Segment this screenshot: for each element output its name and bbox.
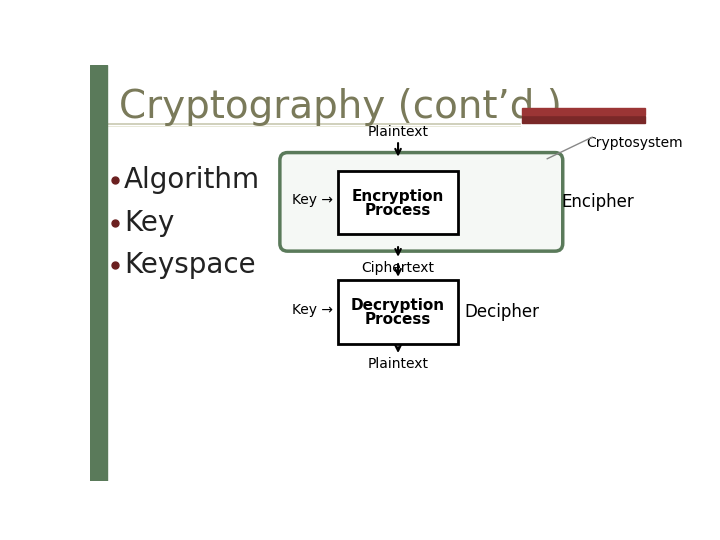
Bar xyxy=(338,171,458,234)
Text: Key →: Key → xyxy=(292,303,333,318)
Text: Plaintext: Plaintext xyxy=(368,357,428,372)
Text: Process: Process xyxy=(365,312,431,327)
Bar xyxy=(523,116,645,123)
Text: Cryptography (cont’d.): Cryptography (cont’d.) xyxy=(120,88,562,126)
Text: Keyspace: Keyspace xyxy=(124,251,256,279)
Text: Key: Key xyxy=(124,208,174,237)
Text: Process: Process xyxy=(365,203,431,218)
Text: Encipher: Encipher xyxy=(561,193,634,211)
Text: Key →: Key → xyxy=(292,193,333,207)
Text: Decipher: Decipher xyxy=(464,303,539,321)
FancyBboxPatch shape xyxy=(280,153,563,251)
Text: Algorithm: Algorithm xyxy=(124,166,260,194)
Bar xyxy=(90,65,107,481)
Text: Encryption: Encryption xyxy=(352,189,444,204)
Text: Cryptosystem: Cryptosystem xyxy=(586,136,683,150)
Text: Plaintext: Plaintext xyxy=(368,125,428,139)
Bar xyxy=(523,108,645,115)
Text: Decryption: Decryption xyxy=(351,298,445,313)
Text: Ciphertext: Ciphertext xyxy=(361,261,435,275)
Bar xyxy=(338,280,458,343)
